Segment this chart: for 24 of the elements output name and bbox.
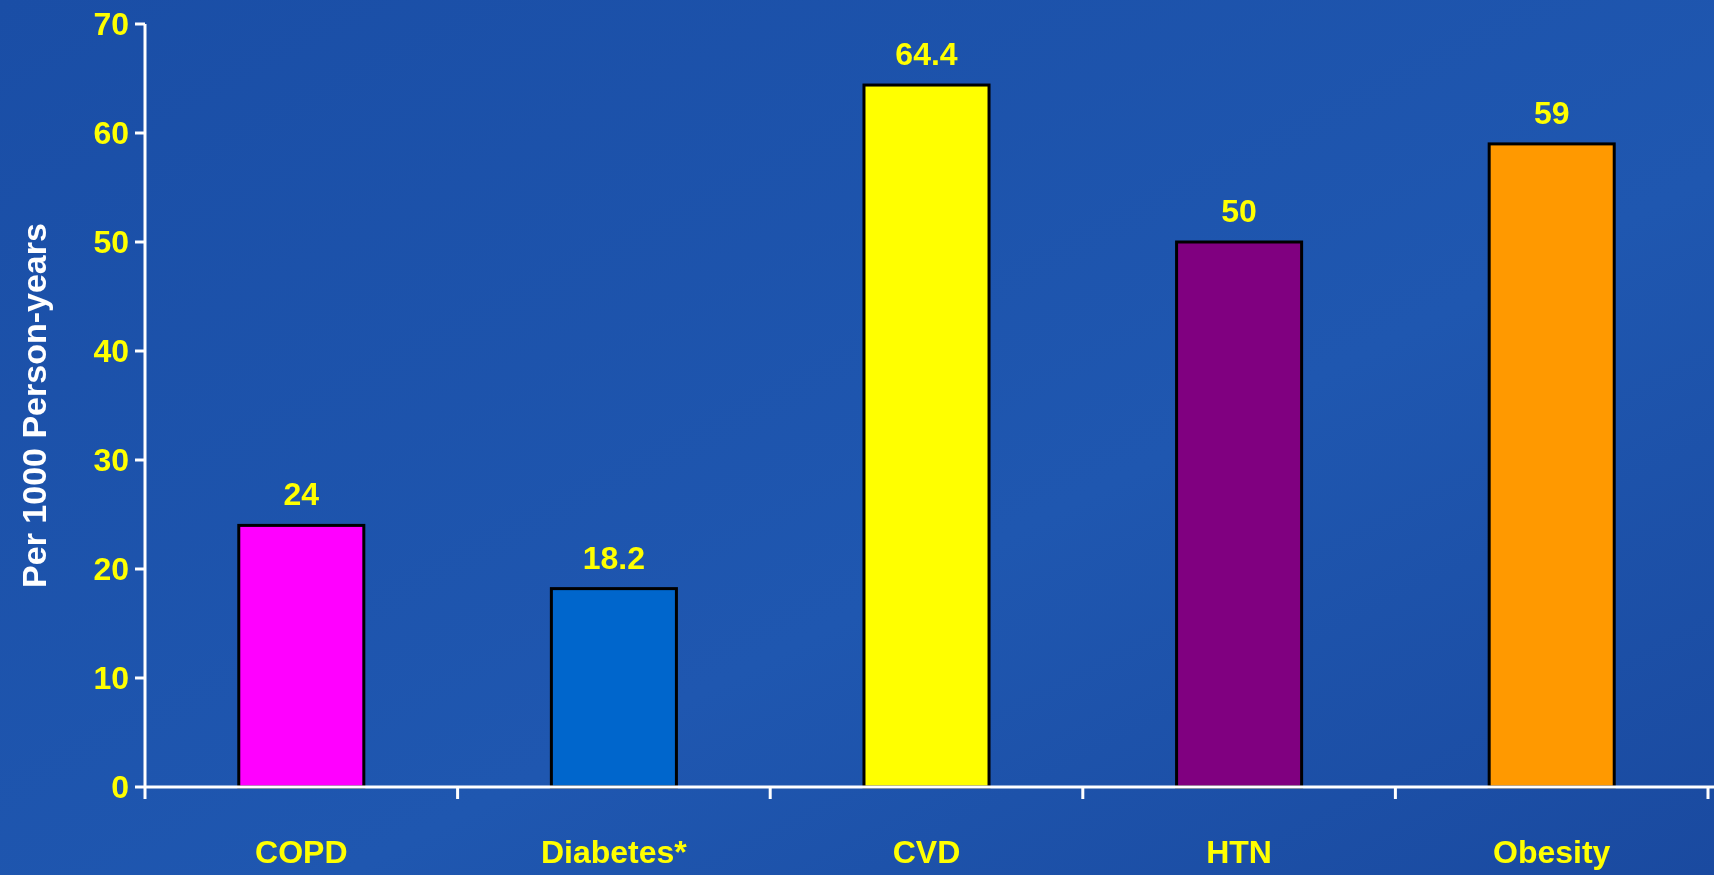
bar [549,587,678,789]
y-tick-label: 30 [93,442,129,479]
y-tick-label: 20 [93,551,129,588]
y-tick-label: 40 [93,333,129,370]
x-tick-label: Diabetes* [540,834,688,870]
y-axis-title: Per 1000 Person-years [15,223,53,588]
y-tick-label: 50 [93,224,129,261]
data-label: 24 [283,476,320,513]
x-tick-label: COPD [255,834,348,870]
data-label: 64.4 [895,36,958,73]
y-tick-label: 70 [93,6,129,43]
data-label: 50 [1221,193,1257,229]
y-tick-label: 10 [93,660,129,697]
bar [237,523,366,789]
bar [1487,142,1616,789]
data-label: 18.2 [582,539,646,576]
y-tick-label: 0 [111,769,129,806]
y-tick-label: 60 [93,115,129,152]
x-tick-label: CVD [892,834,961,870]
x-tick-label: HTN [1206,834,1272,870]
bar [1175,240,1304,789]
x-tick-label: Obesity [1493,834,1611,870]
data-label: 59 [1533,94,1570,131]
bar [862,83,991,789]
